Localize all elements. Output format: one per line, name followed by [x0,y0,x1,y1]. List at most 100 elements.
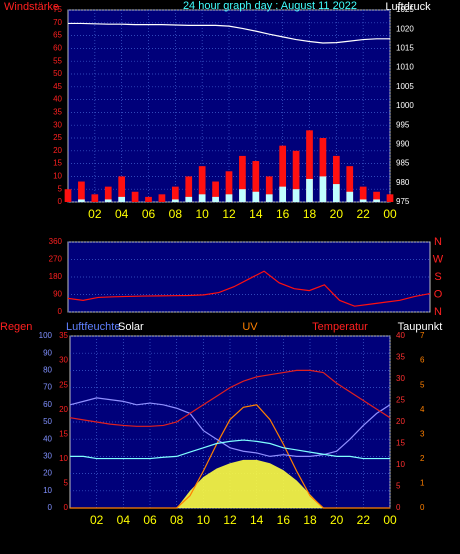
bar [198,194,206,202]
x-tick-label: 18 [303,207,317,221]
bar [239,189,246,202]
y-tick-label: 25 [53,133,62,142]
bar [212,181,219,202]
y-tick-label: 20 [53,146,62,155]
bar [319,138,327,202]
y-tick-label: 975 [396,197,410,206]
bar [171,186,179,202]
axis-header: Luftfeuchte [66,321,120,333]
y-tick-label: 0 [396,503,401,512]
y-tick-label: 65 [53,31,62,40]
y-tick-label: 15 [59,429,68,438]
y-tick-label: 50 [53,69,62,78]
bar [131,191,139,202]
y-tick-label: 0 [58,197,63,206]
y-tick-label: 7 [420,331,425,340]
y-tick-label: 40 [53,95,62,104]
y-tick-label: 6 [420,356,425,365]
x-tick-label: 18 [303,513,317,527]
y-tick-label: 40 [43,434,52,443]
x-tick-label: 04 [115,207,129,221]
y-tick-label: 10 [43,486,52,495]
y-tick-label: 5 [64,479,69,488]
y-tick-label: 50 [43,417,52,426]
bar [225,194,233,202]
x-tick-label: 08 [170,513,184,527]
y-tick-label: 985 [396,159,410,168]
axis-header: Luftdruck [385,1,431,13]
y-tick-label: 30 [59,356,68,365]
y-tick-label: O [434,288,443,300]
x-tick-label: 10 [197,513,211,527]
line [69,397,391,458]
y-tick-label: 5 [58,184,63,193]
bar [104,186,112,202]
x-tick-label: 06 [142,207,156,221]
y-tick-label: 995 [396,120,410,129]
x-tick-label: 14 [249,207,263,221]
x-tick-label: 16 [277,513,291,527]
y-tick-label: 4 [420,405,425,414]
bar [91,194,99,202]
bar [279,186,287,202]
y-tick-label: 270 [49,255,63,264]
bar [185,196,193,202]
line [69,369,391,427]
axis-header: UV [242,321,258,333]
axis-header: Taupunkt [398,321,443,333]
y-tick-label: W [433,253,444,265]
y-tick-label: 990 [396,140,410,149]
y-tick-label: 60 [53,44,62,53]
x-tick-label: 00 [383,207,397,221]
y-tick-label: 180 [49,272,63,281]
x-tick-label: 16 [276,207,290,221]
x-tick-label: 06 [143,513,157,527]
bar [292,150,300,202]
y-tick-label: 10 [59,454,68,463]
y-tick-label: 10 [396,460,405,469]
y-tick-label: 0 [58,307,63,316]
bar [306,178,313,202]
bar [225,171,233,202]
y-tick-label: 30 [43,452,52,461]
y-tick-label: N [434,236,442,248]
x-tick-label: 08 [169,207,183,221]
y-tick-label: 90 [53,290,62,299]
y-tick-label: N [434,306,442,318]
y-tick-label: 70 [53,18,62,27]
bar [359,186,367,202]
x-tick-label: 02 [90,513,104,527]
axis-header: Regen [0,321,32,333]
x-tick-label: 20 [330,513,344,527]
y-tick-label: 1010 [396,63,414,72]
y-tick-label: 20 [43,469,52,478]
y-tick-label: 1000 [396,101,414,110]
y-tick-label: 35 [53,108,62,117]
line [68,22,390,44]
bar [252,191,260,202]
bar [78,181,85,202]
y-tick-label: 15 [53,159,62,168]
y-tick-label: 3 [420,429,425,438]
bar [292,189,300,202]
bar [212,196,219,202]
y-tick-label: 30 [53,120,62,129]
x-tick-label: 14 [250,513,264,527]
x-tick-label: 00 [383,513,397,527]
y-tick-label: 1025 [396,5,414,14]
x-tick-label: 12 [222,207,236,221]
bar [373,191,380,202]
y-tick-label: 1015 [396,44,414,53]
y-tick-label: 60 [43,400,52,409]
bar [279,145,287,202]
x-tick-label: 04 [117,513,131,527]
bar [332,155,340,202]
bar [185,176,193,202]
bar [346,166,354,202]
y-tick-label: 15 [396,439,405,448]
y-tick-label: 1 [420,479,425,488]
bar [64,189,72,202]
x-tick-label: 10 [195,207,209,221]
y-tick-label: 30 [396,374,405,383]
y-tick-label: 90 [43,348,52,357]
